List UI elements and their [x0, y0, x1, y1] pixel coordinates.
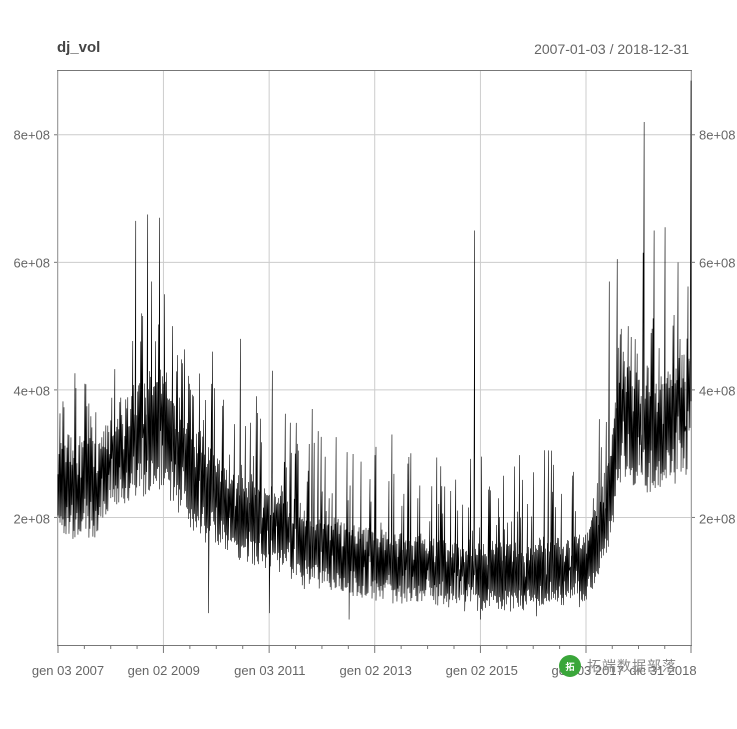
y-tick-label-right: 2e+08	[699, 512, 736, 527]
chart-title: dj_vol	[57, 39, 100, 56]
x-tick-label: gen 03 2007	[32, 663, 104, 678]
x-tick-label: gen 02 2009	[128, 663, 200, 678]
y-tick-label-left: 2e+08	[13, 512, 50, 527]
x-tick-label: gen 03 2011	[234, 663, 305, 678]
y-tick-label-left: 8e+08	[13, 128, 50, 143]
x-tick-label: gen 02 2015	[446, 663, 518, 678]
y-tick-label-right: 4e+08	[699, 384, 736, 399]
y-tick-label-left: 6e+08	[13, 256, 50, 271]
x-tick-label: gen 02 2013	[340, 663, 412, 678]
y-tick-label-right: 6e+08	[699, 256, 736, 271]
chart-svg	[58, 71, 691, 645]
chart-date-range: 2007-01-03 / 2018-12-31	[534, 41, 689, 57]
plot-area: 2e+082e+084e+084e+086e+086e+088e+088e+08…	[57, 70, 692, 646]
y-tick-label-right: 8e+08	[699, 128, 736, 143]
watermark: 拓 拓端数据部落	[559, 655, 677, 677]
y-tick-label-left: 4e+08	[13, 384, 50, 399]
watermark-badge-icon: 拓	[559, 655, 581, 677]
watermark-text: 拓端数据部落	[587, 656, 677, 676]
